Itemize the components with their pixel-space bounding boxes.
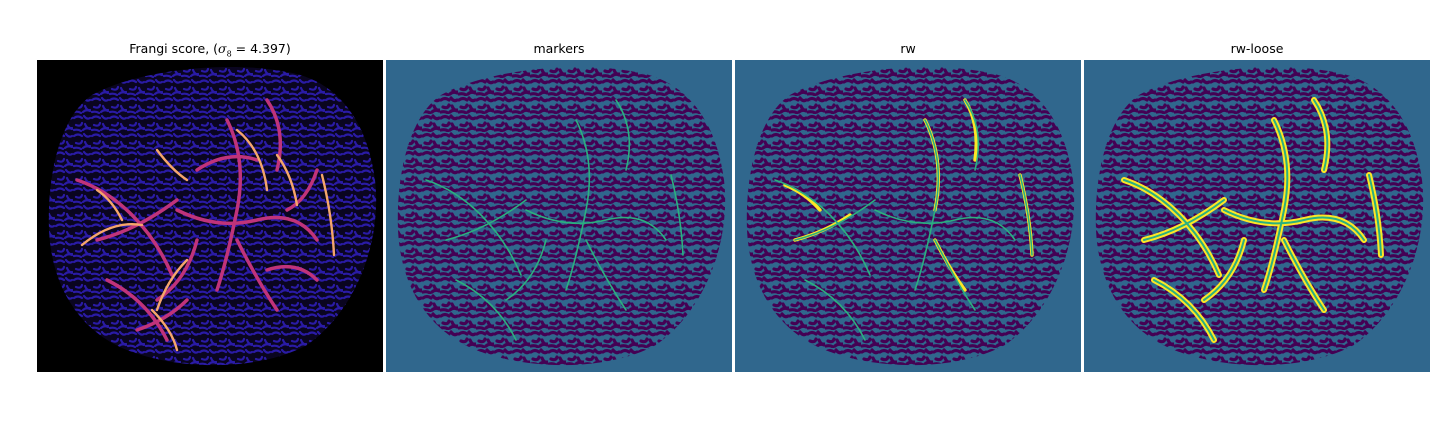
markers-image — [386, 60, 732, 372]
panel-title-markers: markers — [533, 41, 585, 56]
panel-title-frangi: Frangi score, (σ8 = 4.397) — [129, 41, 291, 59]
rw-image — [735, 60, 1081, 372]
frangi-score-image — [37, 60, 383, 372]
sigma-symbol: σ8 — [218, 41, 232, 59]
rw-loose-image — [1084, 60, 1430, 372]
panel-title-rw-loose: rw-loose — [1230, 41, 1284, 56]
panel-title-rw: rw — [900, 41, 916, 56]
